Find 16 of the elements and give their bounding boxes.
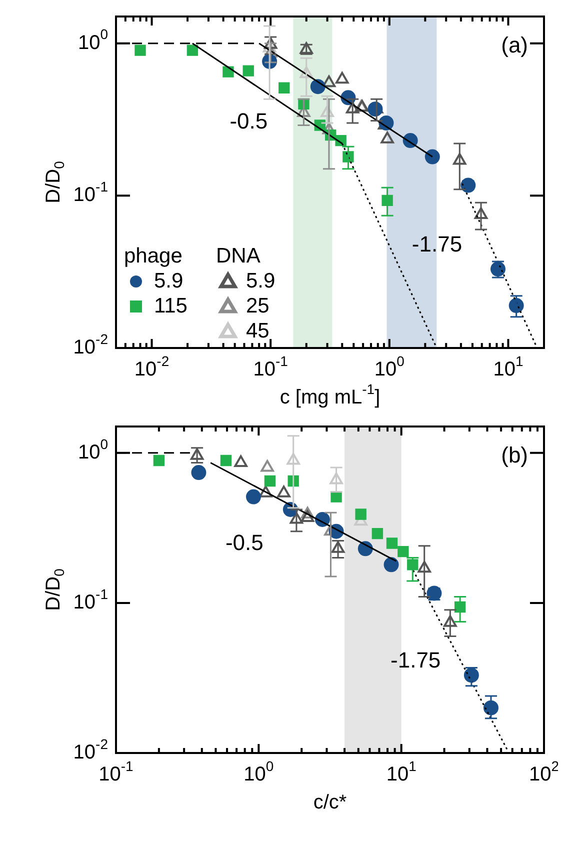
x-axis-title: c/c* bbox=[313, 792, 347, 814]
y-axis-title: D/D0 bbox=[42, 568, 67, 611]
annotation: -1.75 bbox=[390, 648, 441, 673]
text: (a) bbox=[501, 32, 528, 58]
annotation: -0.5 bbox=[230, 108, 268, 134]
legend-label: 45 bbox=[246, 319, 270, 342]
legend-label: 5.9 bbox=[246, 269, 276, 292]
y-axis-title: D/D0 bbox=[42, 160, 67, 204]
text: (b) bbox=[501, 442, 528, 468]
legend-label: 25 bbox=[246, 294, 270, 318]
annotation: -0.5 bbox=[225, 530, 264, 556]
annotation: -1.75 bbox=[412, 231, 462, 256]
legend-label: 5.9 bbox=[154, 269, 184, 292]
legend-title: phage bbox=[124, 244, 182, 268]
legend-label: 115 bbox=[154, 294, 188, 318]
annotation: DNA bbox=[216, 244, 260, 268]
